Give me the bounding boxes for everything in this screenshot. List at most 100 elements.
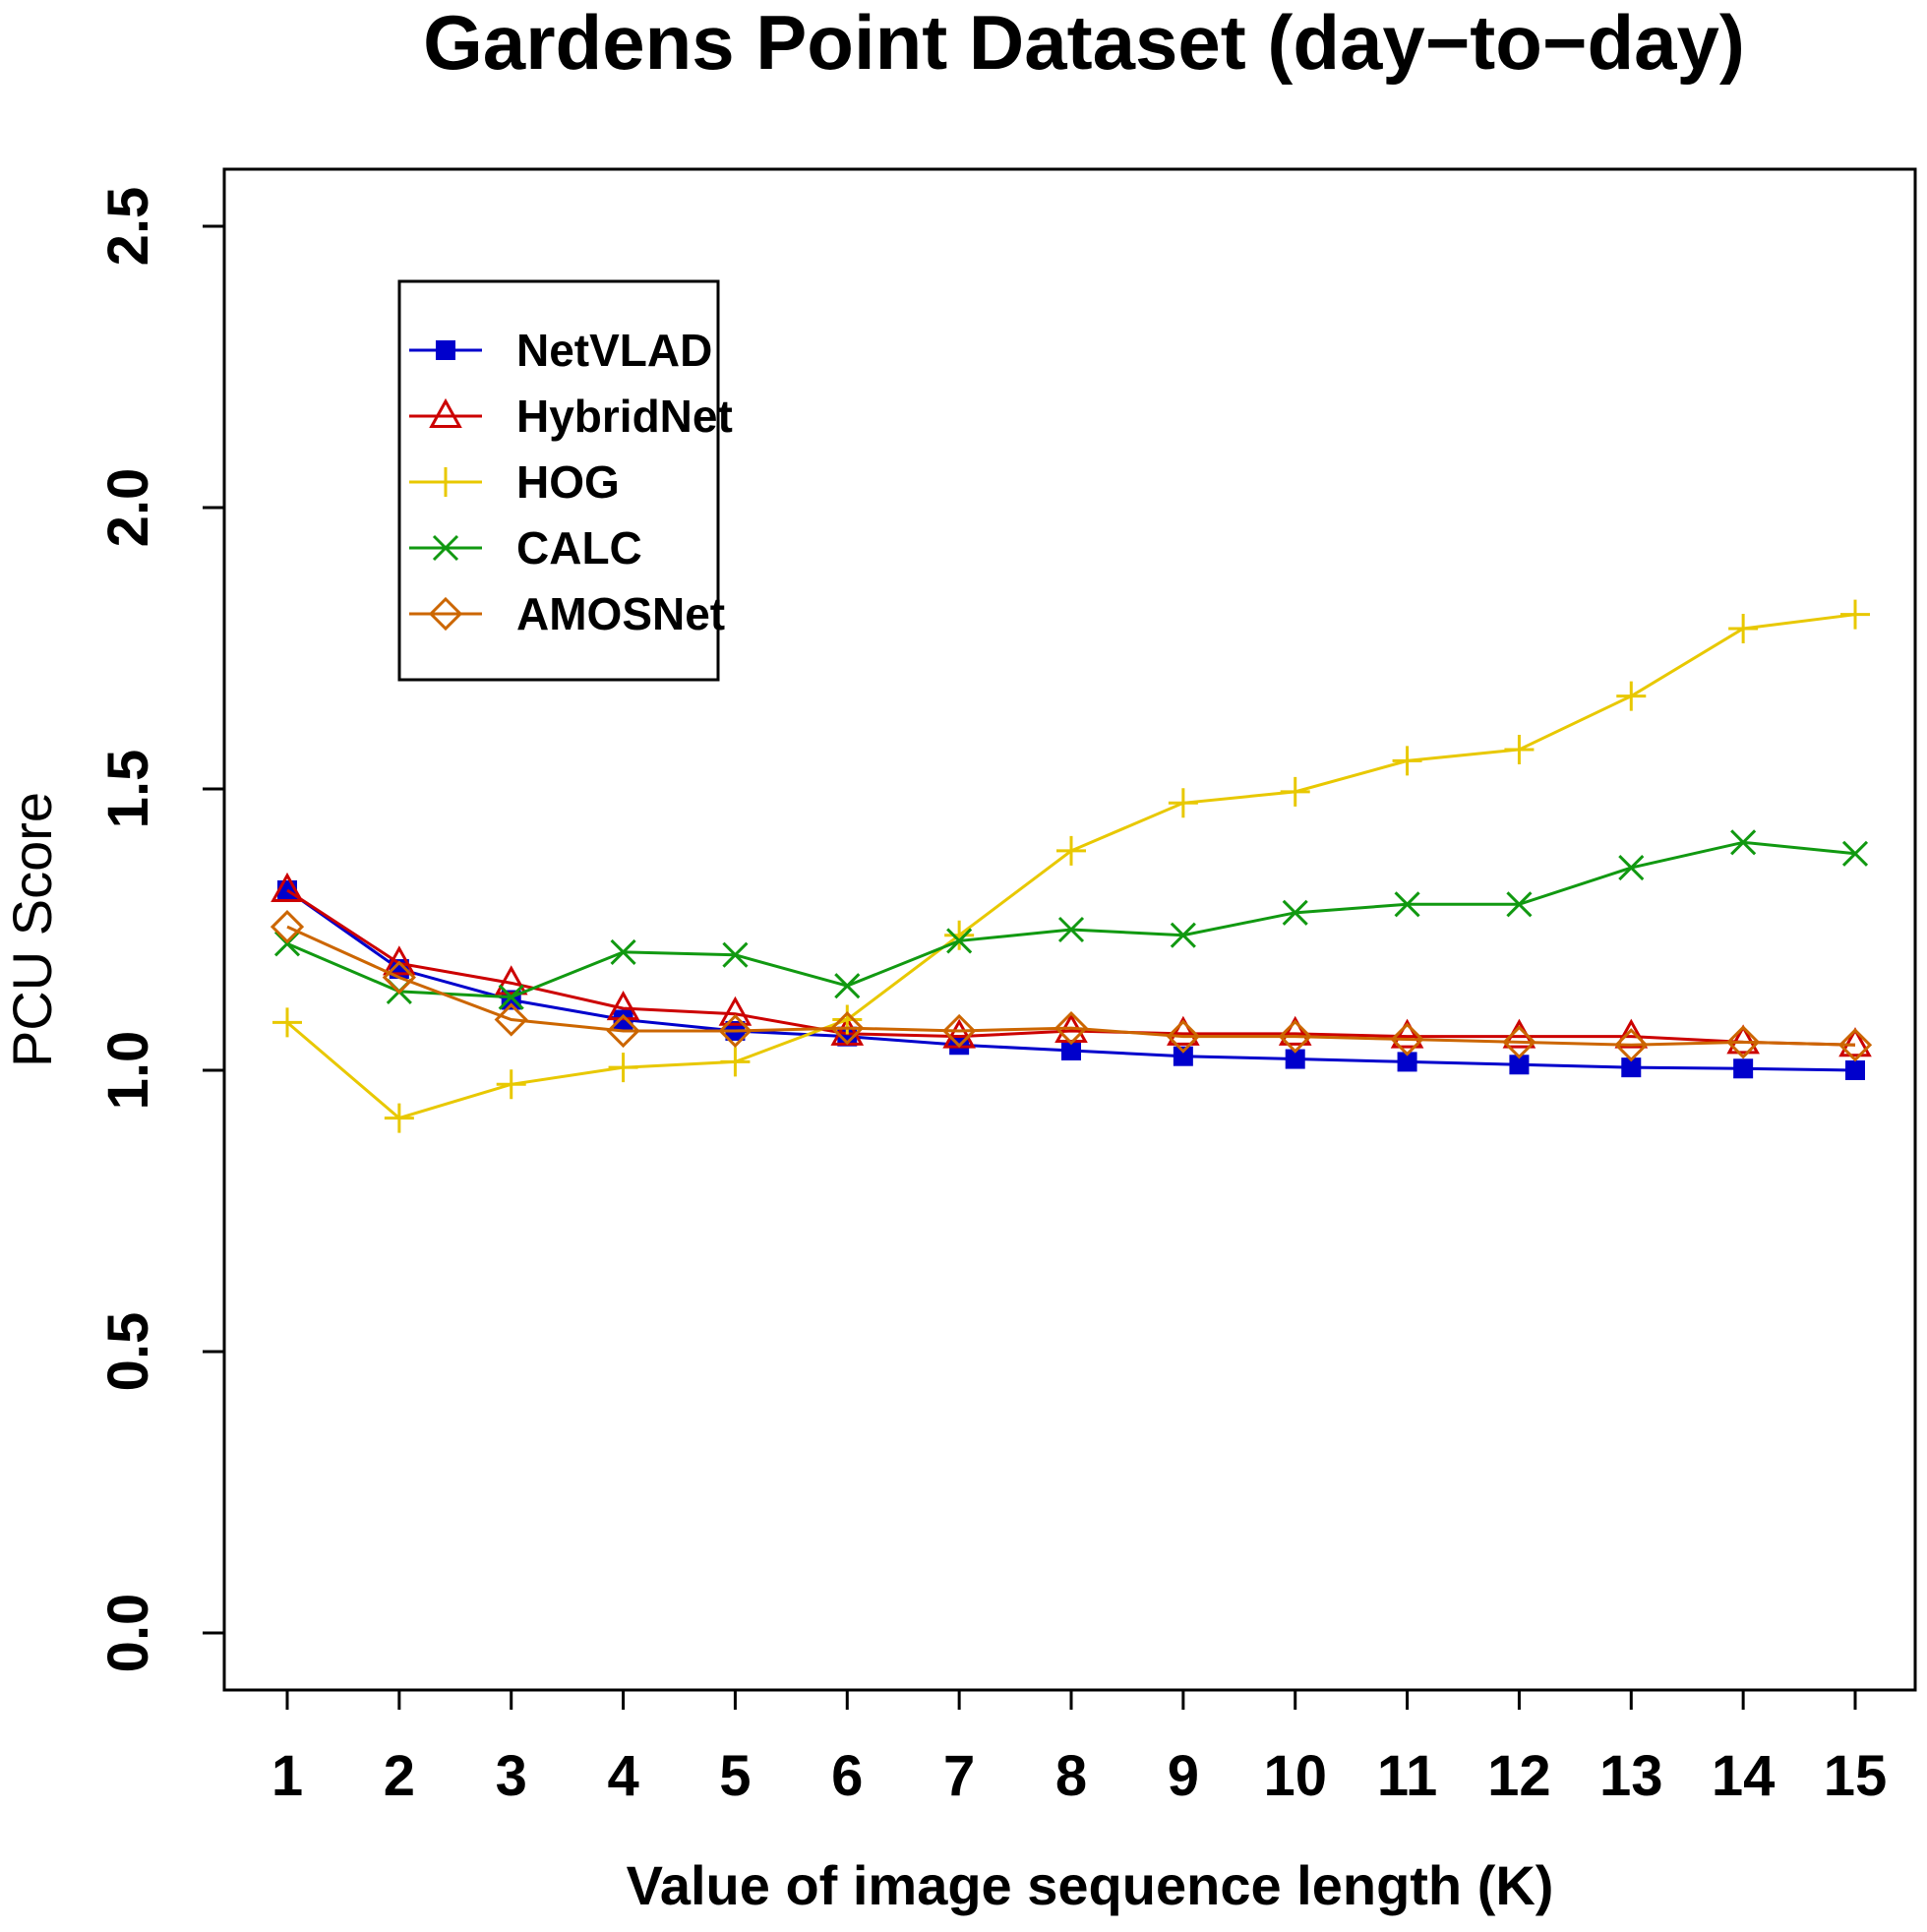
data-point xyxy=(1506,891,1533,918)
series-amosnet xyxy=(270,910,1873,1062)
data-point xyxy=(432,534,459,562)
x-tick-label: 5 xyxy=(719,1744,751,1808)
data-point xyxy=(606,1013,640,1049)
y-tick-label: 1.5 xyxy=(96,750,160,829)
data-point xyxy=(1504,734,1535,764)
x-tick-label: 1 xyxy=(271,1744,303,1808)
data-point xyxy=(1618,855,1645,881)
data-point xyxy=(942,1013,977,1049)
data-point xyxy=(498,984,524,1010)
data-point xyxy=(384,1103,414,1133)
data-point xyxy=(382,960,416,995)
data-point xyxy=(946,928,973,954)
data-point xyxy=(830,1010,865,1046)
data-point xyxy=(1280,776,1310,807)
legend-label: HybridNet xyxy=(516,391,733,442)
series-line-calc xyxy=(286,840,1856,999)
x-tick-label: 10 xyxy=(1263,1744,1327,1808)
x-tick-label: 4 xyxy=(607,1744,638,1808)
data-point xyxy=(1726,1025,1761,1059)
x-tick-label: 14 xyxy=(1712,1744,1776,1808)
data-point xyxy=(496,1069,526,1100)
data-point xyxy=(436,340,455,360)
x-axis: 1 2 3 4 5 6 7 8 9 10 11 12 13 14 15 xyxy=(271,1690,1887,1808)
x-tick-label: 11 xyxy=(1377,1744,1437,1808)
data-point xyxy=(1278,1019,1312,1054)
series-line-hybridnet xyxy=(286,888,1856,1047)
data-point xyxy=(1616,681,1647,711)
y-tick-label: 2.0 xyxy=(96,468,160,548)
data-point xyxy=(1057,916,1085,943)
series-line-amosnet xyxy=(286,925,1856,1047)
data-point xyxy=(272,1007,302,1038)
data-point xyxy=(610,938,636,965)
legend-label: AMOSNet xyxy=(516,588,725,639)
data-point xyxy=(718,996,753,1026)
data-point xyxy=(1173,1046,1193,1066)
x-tick-label: 13 xyxy=(1599,1744,1663,1808)
data-point xyxy=(1390,1022,1424,1057)
data-point xyxy=(608,1053,638,1083)
legend-item-calc: CALC xyxy=(409,522,642,574)
x-tick-label: 12 xyxy=(1487,1744,1551,1808)
series-calc xyxy=(273,829,1869,1010)
legend-label: HOG xyxy=(516,456,620,508)
data-point xyxy=(1614,1018,1649,1049)
data-point xyxy=(1390,1018,1424,1049)
x-tick-label: 15 xyxy=(1824,1744,1888,1808)
data-point xyxy=(1845,1060,1865,1080)
data-point xyxy=(834,973,861,999)
data-point xyxy=(1840,599,1870,630)
data-point xyxy=(494,1002,528,1037)
data-point xyxy=(271,872,304,902)
data-point xyxy=(722,941,749,968)
data-point xyxy=(944,920,975,950)
data-point xyxy=(1170,922,1196,948)
x-tick-label: 3 xyxy=(496,1744,527,1808)
data-point xyxy=(1054,1010,1089,1046)
legend-item-hog: HOG xyxy=(409,456,620,508)
x-tick-label: 7 xyxy=(943,1744,975,1808)
data-point xyxy=(1838,1027,1872,1057)
y-axis: 0.0 0.5 1.0 1.5 2.0 2.5 xyxy=(96,187,224,1673)
data-point xyxy=(1168,788,1198,818)
data-point xyxy=(1614,1028,1649,1062)
series-layer xyxy=(270,599,1873,1133)
data-point xyxy=(1728,613,1759,643)
chart-title: Gardens Point Dataset (day−to−day) xyxy=(423,0,1745,86)
data-point xyxy=(429,397,462,428)
data-point xyxy=(1167,1015,1200,1046)
data-point xyxy=(720,1047,751,1077)
x-tick-label: 9 xyxy=(1168,1744,1199,1808)
data-point xyxy=(494,965,528,996)
data-point xyxy=(606,991,640,1021)
legend-item-amosnet: AMOSNet xyxy=(409,588,725,639)
data-point xyxy=(428,596,463,632)
data-point xyxy=(1733,1058,1754,1079)
data-point xyxy=(1730,829,1757,856)
data-point xyxy=(1056,835,1086,866)
data-point xyxy=(1392,746,1422,776)
data-point xyxy=(431,467,460,497)
y-tick-label: 2.5 xyxy=(96,187,160,267)
data-point xyxy=(273,931,301,957)
legend: NetVLAD HybridNet HOG CALC AMOSNet xyxy=(397,279,733,682)
data-point xyxy=(718,1013,753,1049)
data-point xyxy=(1278,1015,1312,1046)
y-axis-label: PCU Score xyxy=(1,792,63,1067)
legend-label: NetVLAD xyxy=(516,325,712,376)
x-tick-label: 2 xyxy=(384,1744,415,1808)
legend-item-netvlad: NetVLAD xyxy=(409,325,712,376)
data-point xyxy=(383,945,416,976)
legend-label: CALC xyxy=(516,522,642,574)
y-tick-label: 0.0 xyxy=(96,1594,160,1673)
data-point xyxy=(1837,1028,1873,1062)
data-point xyxy=(1726,1024,1760,1055)
data-point xyxy=(1166,1019,1200,1054)
x-tick-label: 6 xyxy=(831,1744,863,1808)
y-tick-label: 1.0 xyxy=(96,1031,160,1111)
data-point xyxy=(1841,840,1869,867)
y-tick-label: 0.5 xyxy=(96,1312,160,1392)
